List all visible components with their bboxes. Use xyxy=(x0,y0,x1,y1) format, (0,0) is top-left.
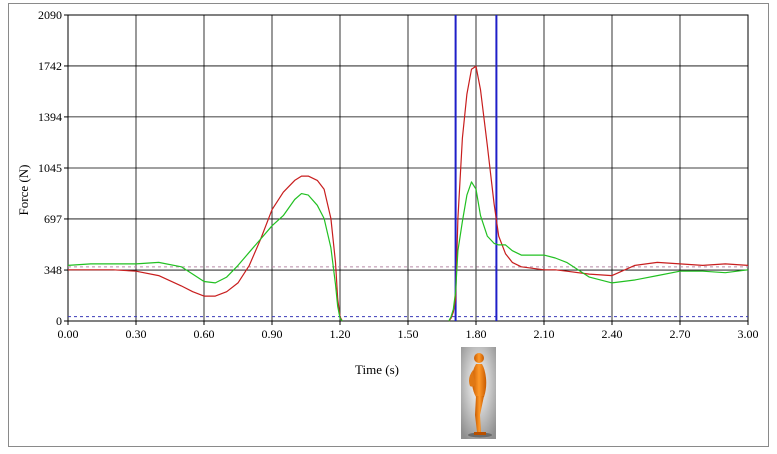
y-tick-label: 1394 xyxy=(38,110,62,124)
y-tick-label: 1045 xyxy=(38,161,62,175)
x-tick-label: 1.80 xyxy=(466,327,487,341)
x-axis-title: Time (s) xyxy=(355,362,399,377)
y-axis-title: Force (N) xyxy=(16,165,31,216)
y-tick-label: 2090 xyxy=(38,8,62,22)
x-tick-label: 2.10 xyxy=(534,327,555,341)
standing-person-figure xyxy=(461,347,496,439)
x-tick-labels: 0.00 0.30 0.60 0.90 1.20 1.50 1.80 2.10 2.40 2.70… xyxy=(58,327,759,341)
y-tick-label: 1742 xyxy=(38,59,62,73)
figure-arm xyxy=(469,370,476,387)
y-tick-labels: 0 348 697 1045 1394 1742 2090 xyxy=(38,8,62,328)
chart-frame xyxy=(8,3,769,447)
x-tick-label: 0.60 xyxy=(194,327,215,341)
x-tick-label: 2.40 xyxy=(602,327,623,341)
y-tick-label: 0 xyxy=(56,314,62,328)
x-tick-label: 0.00 xyxy=(58,327,79,341)
figure-head xyxy=(474,353,484,363)
reference-lines xyxy=(68,266,748,318)
figure-feet xyxy=(474,432,486,435)
y-tick-label: 348 xyxy=(44,263,62,277)
series-layer xyxy=(67,65,749,322)
x-tick-label: 0.30 xyxy=(126,327,147,341)
series-line-2 xyxy=(67,181,749,322)
figure-torso xyxy=(471,364,487,397)
x-tick-label: 1.20 xyxy=(330,327,351,341)
figure-legs xyxy=(475,396,484,432)
y-tick-label: 697 xyxy=(44,212,62,226)
x-tick-label: 0.90 xyxy=(262,327,283,341)
x-tick-label: 2.70 xyxy=(670,327,691,341)
x-tick-label: 1.50 xyxy=(398,327,419,341)
x-tick-label: 3.00 xyxy=(738,327,759,341)
